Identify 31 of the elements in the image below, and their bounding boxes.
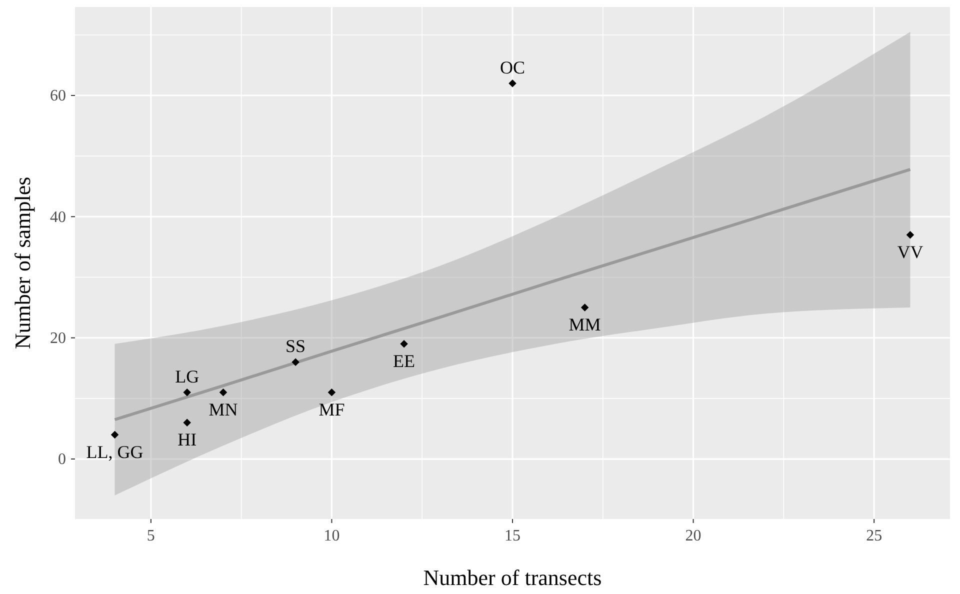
x-tick-label: 20 <box>685 527 702 544</box>
x-tick-label: 15 <box>504 527 520 544</box>
annotation: EE <box>393 350 416 371</box>
point <box>110 430 119 439</box>
x-tick-label: 25 <box>866 527 882 544</box>
annotation: MN <box>208 399 238 420</box>
annotation: OC <box>500 57 526 78</box>
point <box>508 79 516 88</box>
point <box>183 388 191 396</box>
annotation: MF <box>318 399 345 420</box>
point <box>183 418 191 427</box>
point <box>400 340 408 348</box>
annotation: SS <box>286 336 306 356</box>
point <box>219 388 228 396</box>
y-axis-title: Number of samples <box>10 176 35 350</box>
y-tick-label: 20 <box>50 330 66 347</box>
annotation: HI <box>178 430 197 450</box>
annotation: MM <box>568 314 601 335</box>
y-tick-label: 60 <box>50 88 66 105</box>
point <box>580 304 589 312</box>
point <box>292 358 300 366</box>
x-tick-label: 5 <box>146 527 155 544</box>
y-tick-label: 0 <box>58 451 66 468</box>
point <box>906 230 914 239</box>
y-tick-label: 40 <box>50 208 66 226</box>
annotation: LL, GG <box>86 442 144 462</box>
x-axis-title: Number of transects <box>423 565 602 590</box>
annotation: VV <box>897 242 924 262</box>
point <box>328 388 336 396</box>
x-tick-label: 10 <box>324 527 340 544</box>
annotation: LG <box>175 366 200 386</box>
